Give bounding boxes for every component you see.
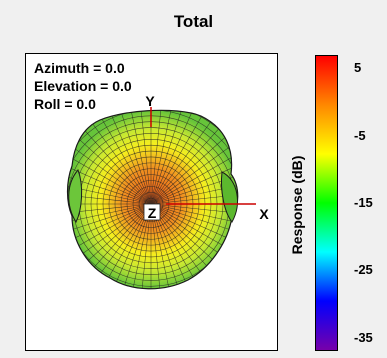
mesh-radial-line — [67, 203, 152, 262]
mesh-radial-line — [67, 110, 152, 205]
colorbar-tick-label: 5 — [354, 60, 362, 76]
colorbar — [315, 55, 338, 351]
mesh-radial-line — [67, 203, 152, 219]
roll-readout: Roll = 0.0 — [34, 96, 96, 112]
mesh-radial-line — [150, 110, 195, 205]
mesh-radial-line — [67, 174, 152, 205]
colorbar-tick-label: -25 — [354, 262, 373, 278]
chart-title: Total — [173, 12, 214, 31]
elevation-readout: Elevation = 0.0 — [34, 78, 132, 94]
mesh-radial-line — [80, 110, 152, 205]
mesh-radial-line — [150, 174, 238, 205]
colorbar-label: Response (dB) — [289, 155, 305, 255]
mesh-radial-line — [150, 203, 238, 262]
pattern-right-lobe — [221, 171, 238, 223]
mesh-radial-line — [150, 203, 234, 289]
mesh-radial-line — [150, 203, 238, 275]
mesh-radial-line — [150, 203, 238, 248]
mesh-radial-line — [67, 203, 152, 248]
mesh-radial-line — [150, 189, 238, 205]
mesh-radial-line — [68, 203, 152, 289]
colorbar-tick-label: -15 — [354, 195, 373, 210]
mesh-radial-line — [150, 110, 234, 205]
mesh-radial-line — [150, 203, 238, 219]
mesh-radial-line — [93, 203, 152, 289]
mesh-radial-line — [67, 160, 152, 205]
mesh-radial-line — [67, 203, 152, 289]
mesh-radial-line — [67, 121, 152, 205]
mesh-radial-line — [67, 146, 152, 205]
colorbar-tick-label: -35 — [354, 329, 373, 345]
mesh-radial-line — [67, 203, 152, 289]
mesh-radial-line — [68, 110, 152, 205]
mesh-radial-line — [67, 133, 152, 205]
mesh-radial-line — [107, 203, 152, 289]
mesh-radial-line — [93, 110, 152, 205]
pattern-svg: Y X Z — [66, 93, 269, 290]
mesh-radial-line — [107, 110, 152, 205]
z-axis-box — [143, 203, 161, 221]
mesh-radial-line — [150, 133, 238, 205]
mesh-radial-line — [150, 203, 238, 234]
mesh-radial-line — [150, 160, 238, 205]
azimuth-readout: Azimuth = 0.0 — [34, 60, 125, 76]
mesh-radial-line — [150, 203, 238, 289]
x-axis-label: X — [259, 206, 269, 222]
mesh-radial-line — [150, 110, 209, 205]
mesh-radial-line — [150, 203, 209, 289]
mesh-radial-line — [150, 203, 195, 289]
plot-area: Y X Z — [25, 53, 278, 351]
mesh-radial-line — [67, 203, 152, 287]
y-axis-label: Y — [145, 93, 155, 109]
mesh-radial-line — [80, 203, 152, 289]
mesh-radial-line — [67, 203, 152, 275]
mesh-radial-line — [150, 203, 238, 287]
pattern-left-lobe — [68, 169, 83, 224]
colorbar-tick-label: -5 — [354, 127, 366, 143]
mesh-radial-line — [150, 110, 222, 205]
mesh-radial-line — [150, 121, 238, 205]
z-axis-label: Z — [148, 205, 157, 221]
mesh-radial-line — [67, 203, 152, 234]
mesh-radial-line — [150, 146, 238, 205]
mesh-radial-line — [150, 203, 222, 289]
